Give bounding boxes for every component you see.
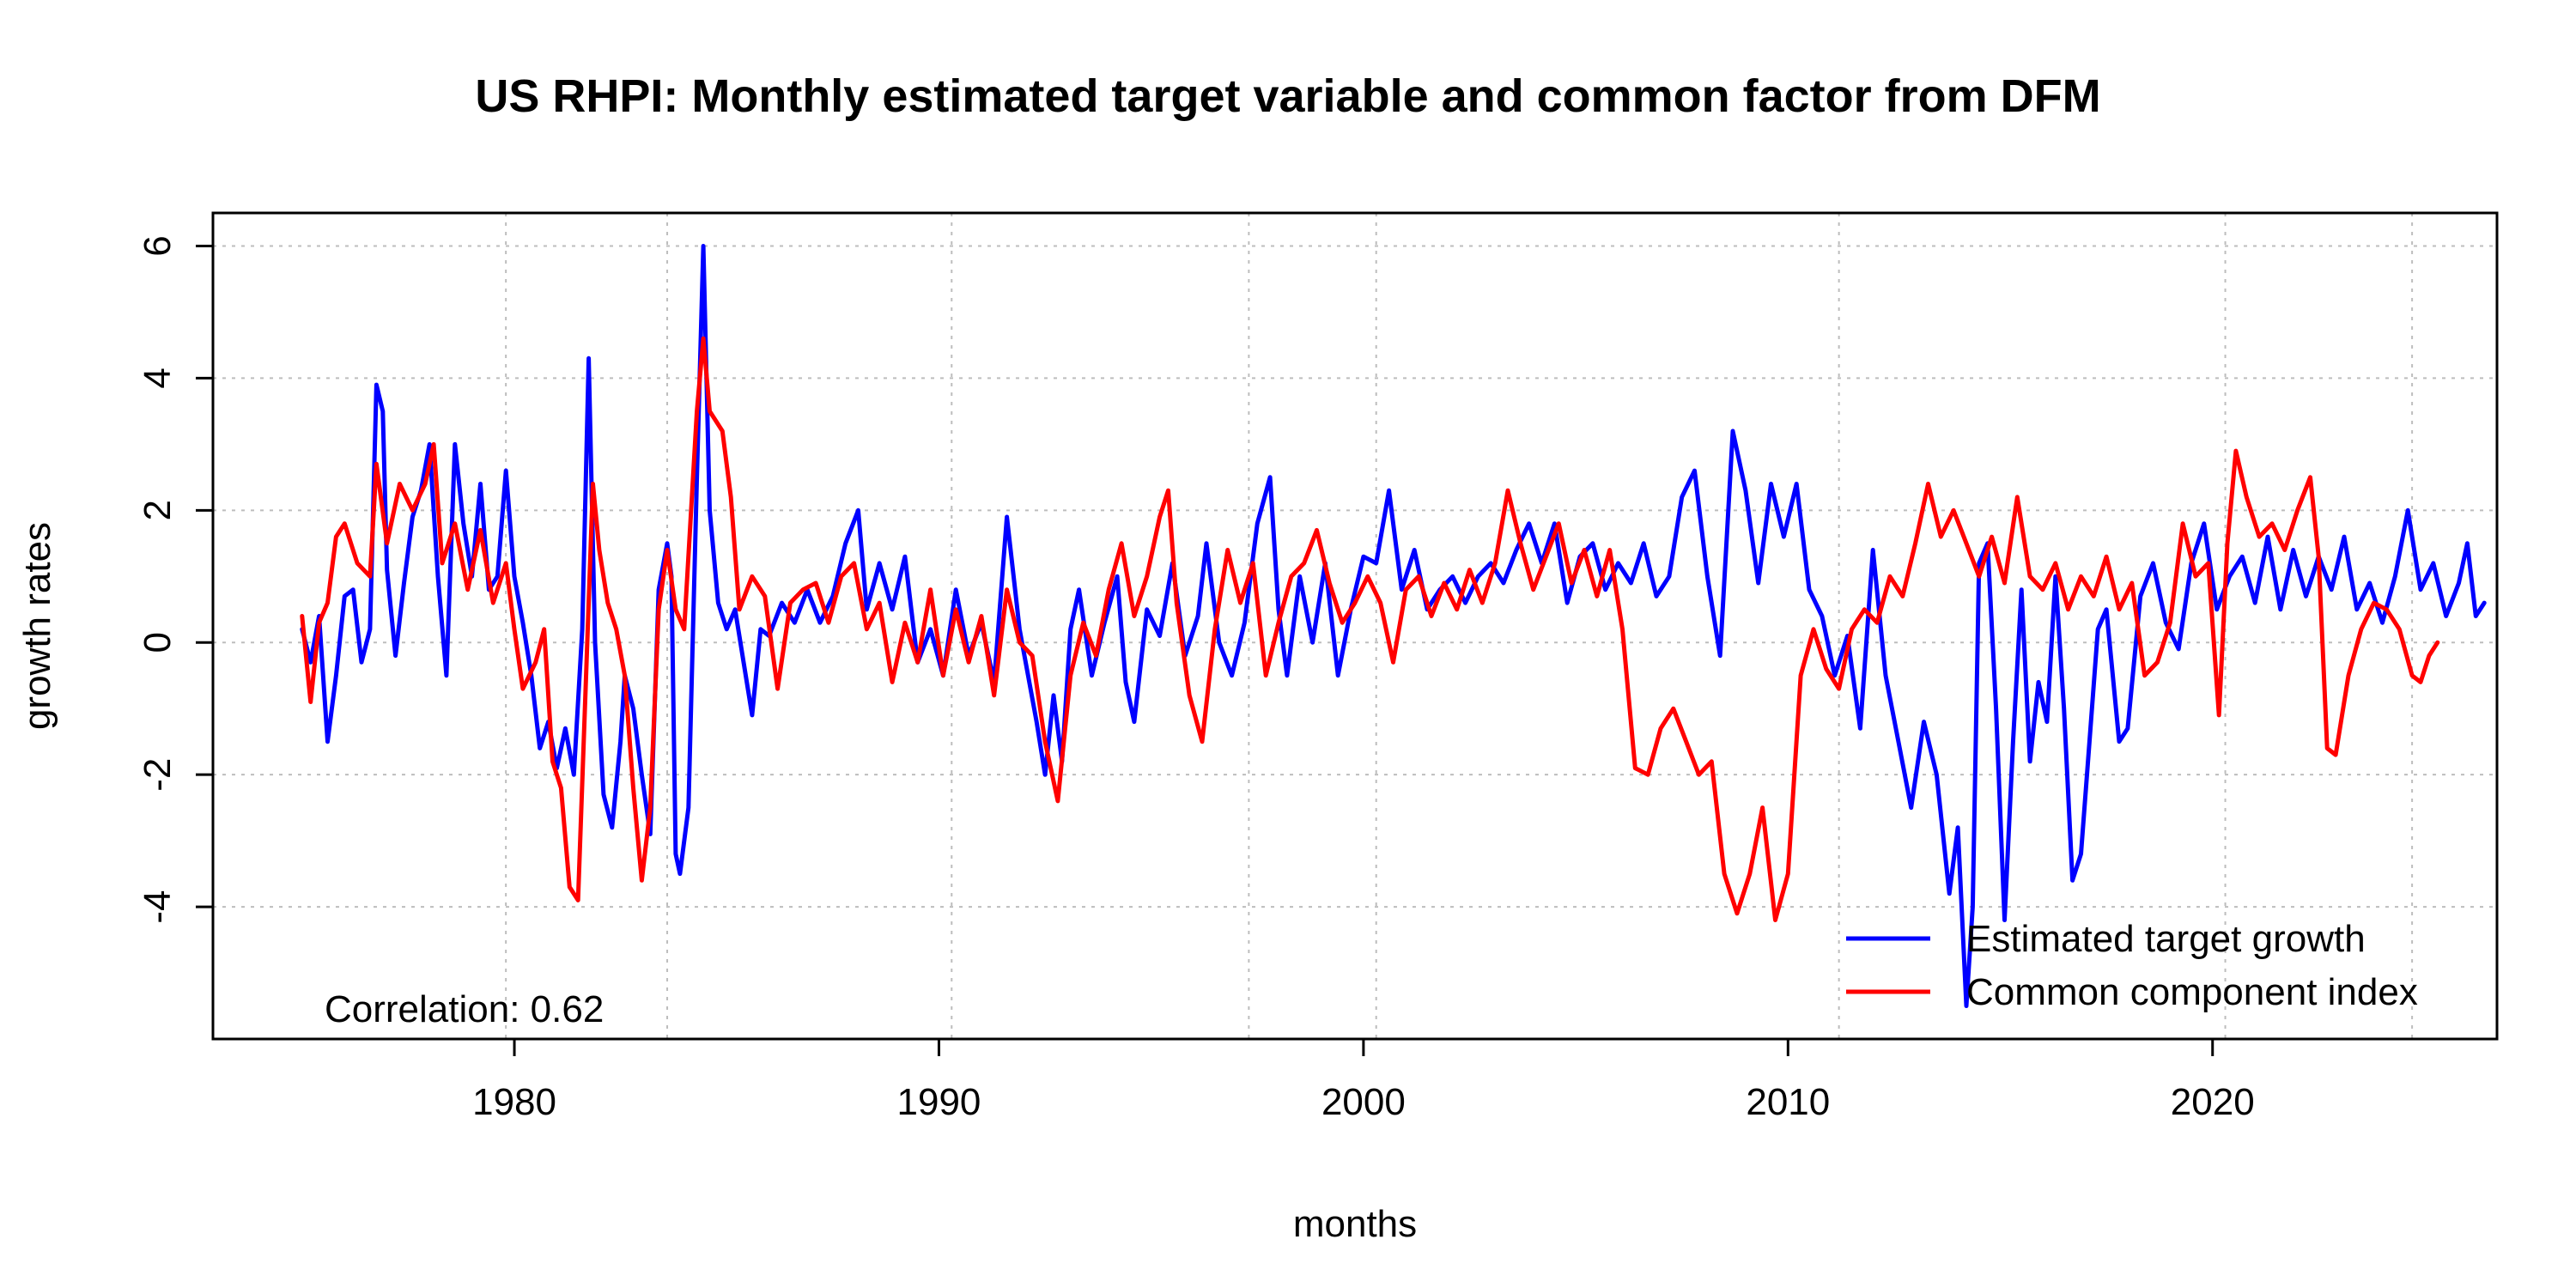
y-axis: -4 -2 0 2 4 6: [137, 235, 213, 924]
y-tick-label: 0: [137, 632, 179, 653]
x-axis: 1980 1990 2000 2010 2020: [472, 1039, 2255, 1123]
x-tick-label: 2020: [2171, 1081, 2255, 1123]
series-lines: [300, 244, 2487, 1008]
y-tick-label: -2: [137, 758, 179, 792]
chart-title: US RHPI: Monthly estimated target variab…: [475, 70, 2100, 122]
legend-label-common: Common component index: [1966, 971, 2418, 1013]
series-line-estimated-target: [300, 244, 2487, 1008]
x-tick-label: 2000: [1321, 1081, 1406, 1123]
x-axis-label: months: [1293, 1203, 1417, 1245]
y-tick-label: 6: [137, 235, 179, 256]
x-tick-label: 2010: [1746, 1081, 1830, 1123]
correlation-annotation: Correlation: 0.62: [325, 988, 604, 1030]
legend-label-estimated: Estimated target growth: [1966, 918, 2366, 960]
x-tick-label: 1990: [897, 1081, 981, 1123]
legend: Estimated target growth Common component…: [1846, 918, 2418, 1013]
y-tick-label: 2: [137, 500, 179, 520]
series-line-common-component: [300, 336, 2440, 922]
plot-frame: [211, 211, 2499, 1041]
y-tick-label: -4: [137, 890, 179, 924]
y-tick-label: 4: [137, 368, 179, 388]
y-axis-label: growth rates: [16, 522, 58, 730]
x-tick-label: 1980: [472, 1081, 556, 1123]
